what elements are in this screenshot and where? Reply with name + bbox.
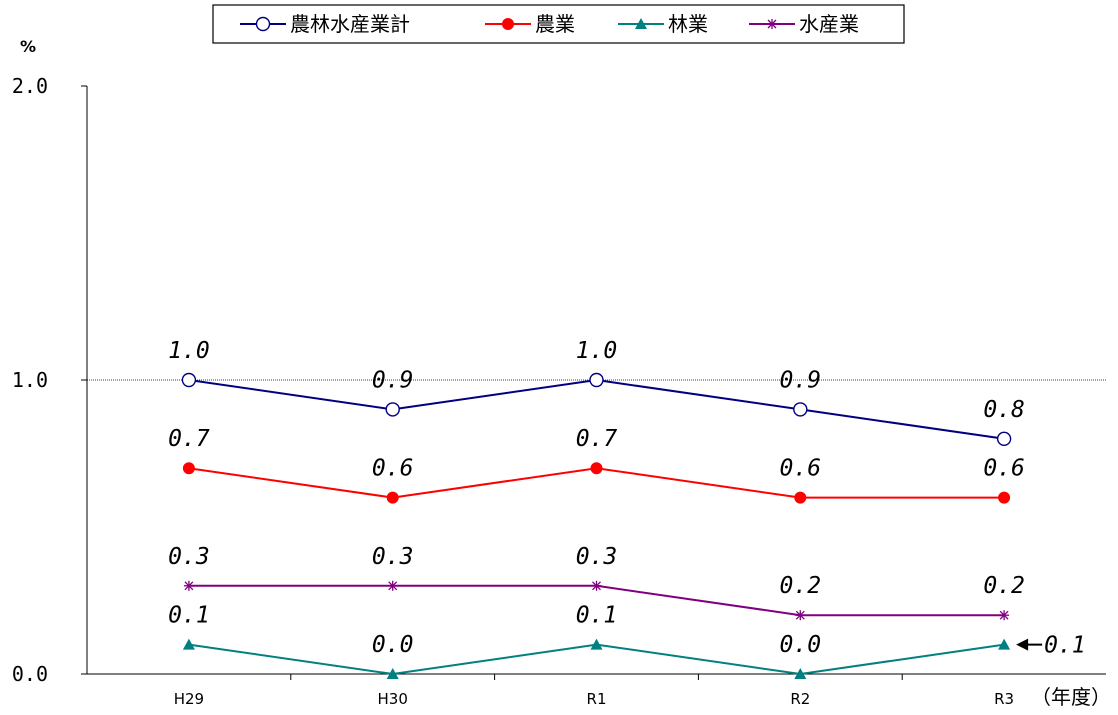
data-point bbox=[386, 668, 399, 679]
legend-label: 農業 bbox=[535, 12, 575, 36]
data-point bbox=[589, 372, 604, 388]
legend-marker bbox=[502, 18, 514, 30]
data-label: 0.0 bbox=[780, 632, 822, 658]
x-tick-label: R3 bbox=[994, 690, 1014, 708]
data-label: 0.6 bbox=[372, 456, 414, 482]
x-tick-label: H29 bbox=[174, 690, 204, 708]
data-label: 0.6 bbox=[780, 456, 822, 482]
legend-label: 林業 bbox=[668, 12, 708, 36]
data-point bbox=[385, 402, 400, 417]
data-point bbox=[794, 668, 807, 679]
data-point bbox=[387, 580, 398, 591]
legend: 農林水産業計 農業 林業 水産業 bbox=[212, 4, 905, 44]
y-tick-labels: 0.0 1.0 2.0 bbox=[12, 74, 48, 686]
data-label: 0.9 bbox=[372, 367, 414, 393]
data-label: 0.3 bbox=[576, 544, 618, 570]
x-tick-label: R1 bbox=[587, 690, 607, 708]
data-point bbox=[794, 491, 807, 504]
x-tick-label: H30 bbox=[378, 690, 408, 708]
data-point bbox=[591, 580, 602, 591]
data-label: 0.1 bbox=[1044, 633, 1086, 659]
data-point bbox=[183, 580, 194, 591]
y-tick-label: 1.0 bbox=[12, 368, 48, 392]
data-point bbox=[182, 462, 195, 475]
data-label: 1.0 bbox=[576, 338, 618, 364]
data-point bbox=[795, 610, 806, 621]
legend-label: 水産業 bbox=[799, 12, 859, 36]
legend-marker bbox=[255, 16, 271, 32]
annotation-arrow bbox=[1016, 638, 1043, 651]
data-label: 0.1 bbox=[576, 603, 618, 629]
x-tick-labels: H29 H30 R1 R2 R3 bbox=[174, 690, 1014, 708]
data-point bbox=[998, 491, 1011, 504]
data-label: 0.9 bbox=[780, 367, 822, 393]
data-label: 0.0 bbox=[372, 632, 414, 658]
legend-marker bbox=[635, 18, 647, 29]
data-point bbox=[998, 638, 1011, 650]
arrow-head bbox=[1016, 638, 1029, 651]
data-label: 0.1 bbox=[168, 603, 210, 629]
data-label: 0.7 bbox=[168, 426, 210, 452]
data-label: 1.0 bbox=[168, 338, 210, 364]
data-label: 0.8 bbox=[983, 397, 1025, 423]
data-point bbox=[386, 491, 399, 504]
data-label: 0.2 bbox=[780, 573, 822, 599]
data-point bbox=[181, 372, 197, 388]
data-point bbox=[590, 638, 603, 650]
data-point bbox=[793, 402, 808, 417]
data-label: 0.6 bbox=[983, 456, 1025, 482]
data-label: 0.7 bbox=[576, 426, 618, 452]
legend-label: 農林水産業計 bbox=[290, 12, 410, 36]
x-axis-unit: （年度） bbox=[1031, 685, 1111, 709]
y-tick-label: 2.0 bbox=[12, 74, 48, 98]
data-point bbox=[996, 431, 1012, 446]
data-label: 0.2 bbox=[983, 573, 1025, 599]
legend-marker bbox=[767, 19, 777, 29]
data-label: 0.3 bbox=[168, 544, 210, 570]
x-tick-label: R2 bbox=[790, 690, 810, 708]
data-labels: 1.0 0.9 1.0 0.9 0.8 0.7 0.6 0.7 0.6 0.6 0.1 0.0 0.1 0… bbox=[168, 338, 1086, 659]
axes bbox=[81, 85, 1106, 680]
data-point bbox=[590, 462, 603, 475]
y-tick-label: 0.0 bbox=[12, 662, 48, 686]
data-point bbox=[182, 638, 195, 650]
y-axis-unit: % bbox=[20, 37, 36, 56]
data-label: 0.3 bbox=[372, 544, 414, 570]
data-point bbox=[999, 610, 1010, 621]
series-layer bbox=[181, 372, 1012, 679]
